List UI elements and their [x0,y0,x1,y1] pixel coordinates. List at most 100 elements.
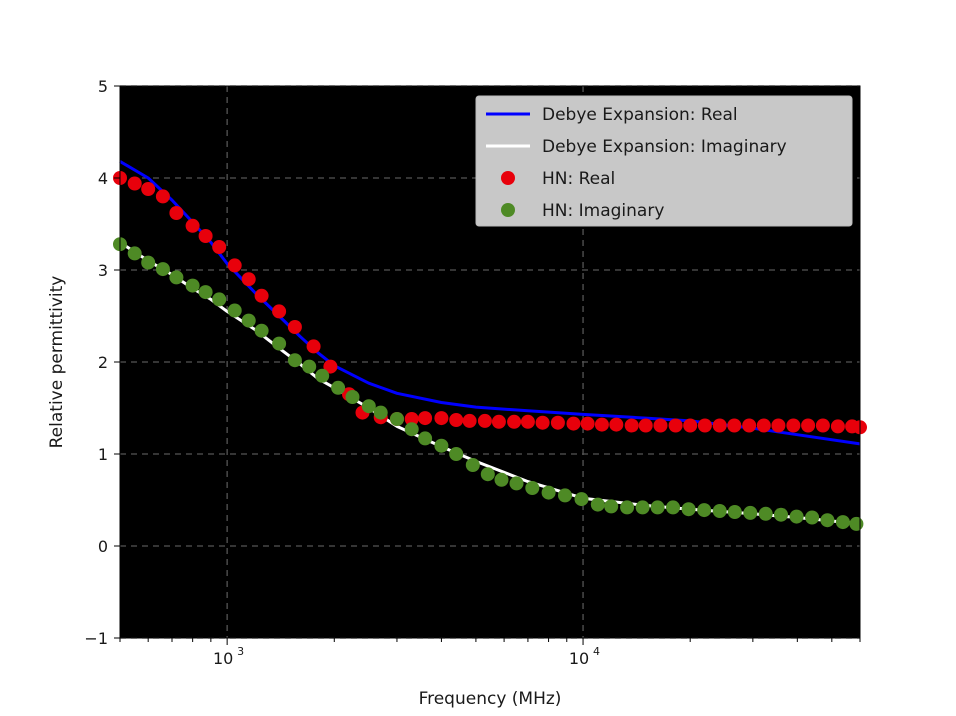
data-point [477,413,492,428]
data-point [287,320,302,334]
data-point [185,278,200,293]
data-point [127,176,142,191]
data-point [169,270,184,285]
data-point [590,497,605,512]
data-point [306,339,321,354]
data-point [198,285,213,300]
data-point [849,516,864,531]
data-point [465,458,480,472]
series-layer [113,160,867,531]
data-point [830,419,845,434]
data-point [449,447,464,461]
data-point [272,336,287,351]
y-tick-label: 4 [98,169,108,188]
data-point [241,272,256,287]
data-point [198,229,213,243]
axes: −1 0 1 2 3 4 5 10 3 10 4 [84,77,861,668]
data-point [287,353,302,368]
data-point [650,500,665,515]
data-point [727,418,742,433]
legend-label: Debye Expansion: Real [542,105,738,125]
data-point [697,418,712,433]
data-point [620,500,635,515]
legend-swatch [501,171,515,185]
data-point [491,414,506,429]
x-tick-label: 10 [569,649,589,668]
data-point [480,467,495,482]
data-point [212,292,227,307]
data-point [805,510,820,525]
data-point [361,399,376,414]
data-point [127,246,142,261]
data-point [404,422,419,437]
data-point [712,504,727,518]
y-tick-label: 2 [98,353,108,372]
data-point [668,418,683,433]
data-point [756,418,771,433]
data-point [241,313,256,328]
x-tick-exponent: 4 [593,645,600,658]
data-point [758,506,773,521]
data-point [635,500,650,515]
legend-box [475,95,853,227]
y-axis-label: Relative permittivity [47,276,67,449]
data-point [315,368,330,383]
data-point [815,418,830,433]
y-tick-label: 0 [98,537,108,556]
data-point [373,405,388,420]
data-point [155,262,170,277]
data-point [462,413,477,428]
legend-label: HN: Imaginary [542,201,664,221]
legend-label: HN: Real [542,169,615,189]
data-point [141,255,156,270]
data-point [272,304,287,319]
data-point [624,418,639,433]
data-point [507,414,522,429]
x-axis-label: Frequency (MHz) [419,689,562,709]
data-point [594,417,609,432]
data-point [494,472,509,487]
data-point [771,418,786,433]
data-point [141,182,156,196]
data-point [727,505,742,519]
data-point [574,492,589,507]
data-point [227,303,242,318]
data-point [566,416,581,431]
data-point [434,411,449,426]
data-point [712,418,727,433]
legend-label: Debye Expansion: Imaginary [542,137,787,157]
data-point [254,323,269,338]
data-point [835,515,850,530]
data-point [743,505,758,520]
data-point [541,485,556,500]
data-point [786,418,801,433]
y-tick-label: 1 [98,445,108,464]
data-point [638,418,653,433]
data-point [742,418,757,433]
data-point [774,507,788,522]
data-point [434,438,449,453]
data-point [820,513,835,528]
data-point [169,206,184,220]
data-point [580,416,595,431]
data-point [449,413,464,427]
data-point [302,359,317,374]
data-point [404,412,419,426]
data-point [550,415,565,430]
data-point [227,258,242,273]
data-point [558,488,572,503]
data-point [323,359,338,374]
data-point [254,288,269,303]
data-point [683,418,698,433]
x-tick-label: 10 [213,649,233,668]
data-point [418,431,433,446]
data-point [345,390,360,404]
data-point [331,380,346,395]
data-point [801,418,816,433]
data-point [789,509,804,524]
legend-swatch [501,203,515,217]
data-point [535,415,550,430]
y-tick-label: 3 [98,261,108,280]
data-point [697,503,712,518]
